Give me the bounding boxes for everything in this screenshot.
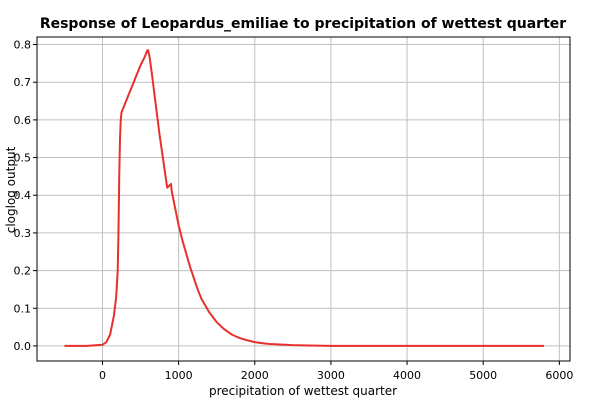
x-tick-label: 4000: [393, 369, 421, 382]
response-curve-line: [64, 49, 545, 347]
x-tick-label: 1000: [165, 369, 193, 382]
x-tick-label: 0: [99, 369, 106, 382]
y-tick-label: 0.5: [14, 152, 32, 165]
y-tick-label: 0.6: [14, 114, 32, 127]
y-tick-label: 0.0: [14, 340, 32, 353]
y-tick-label: 0.1: [14, 302, 32, 315]
x-axis: 0 1000 2000 3000 4000 5000 6000: [99, 361, 573, 382]
y-axis: 0.0 0.1 0.2 0.3 0.4 0.5 0.6 0.7 0.8: [14, 39, 37, 353]
x-tick-label: 6000: [545, 369, 573, 382]
chart-title: Response of Leopardus_emiliae to precipi…: [40, 16, 566, 32]
x-axis-label: precipitation of wettest quarter: [209, 384, 397, 398]
y-tick-label: 0.3: [14, 227, 32, 240]
plot-series: [64, 49, 545, 347]
x-tick-label: 3000: [317, 369, 345, 382]
y-tick-label: 0.4: [14, 189, 32, 202]
y-axis-label: cloglog output: [4, 146, 18, 233]
grid-lines: [37, 37, 570, 361]
y-tick-label: 0.2: [14, 265, 32, 278]
y-tick-label: 0.8: [14, 39, 32, 52]
x-tick-label: 2000: [241, 369, 269, 382]
y-tick-label: 0.7: [14, 76, 32, 89]
x-tick-label: 5000: [469, 369, 497, 382]
plot-frame: [36, 36, 571, 362]
